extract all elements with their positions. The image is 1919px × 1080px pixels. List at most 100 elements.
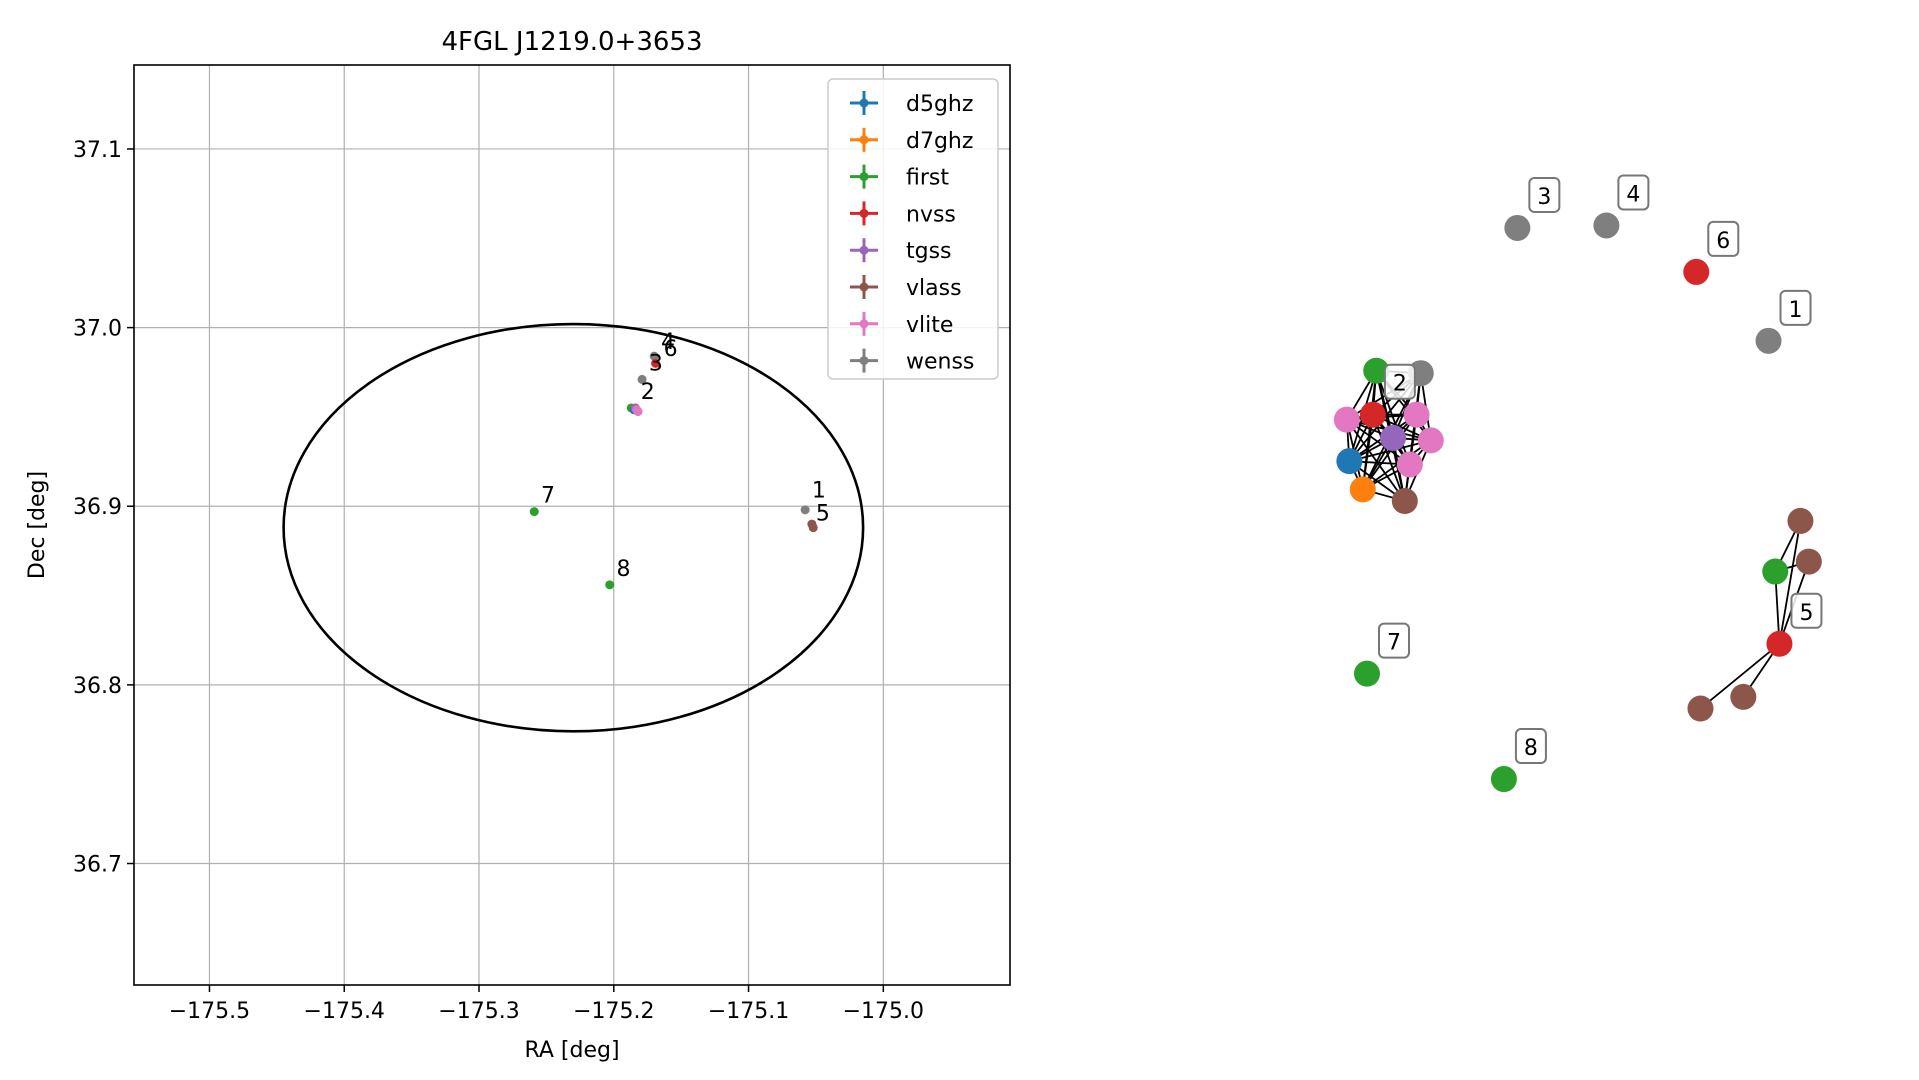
- graph-node-label-text: 4: [1626, 182, 1640, 207]
- graph-node-label-text: 1: [1789, 298, 1803, 323]
- legend-label: d7ghz: [906, 129, 973, 154]
- legend-label: vlite: [906, 313, 953, 338]
- graph-node-label-box: [1779, 289, 1812, 326]
- graph-node: [1593, 212, 1620, 239]
- graph-node: [1490, 766, 1517, 793]
- graph-node: [1403, 401, 1430, 428]
- graph-node-label-box: [1617, 174, 1650, 211]
- point-label: 1: [812, 478, 826, 503]
- x-tick-label: −175.0: [843, 999, 924, 1024]
- legend-marker-dot: [859, 172, 869, 182]
- y-tick-label: 36.7: [73, 853, 122, 878]
- legend-label: tgss: [906, 239, 952, 264]
- graph-node: [1766, 630, 1793, 657]
- x-axis-ticks: −175.5 −175.4 −175.3 −175.2 −175.1 −175.0: [169, 985, 924, 1024]
- graph-edge: [1372, 414, 1406, 502]
- data-points: [529, 351, 818, 590]
- point-label: 5: [816, 502, 830, 527]
- localization-ellipse: [282, 322, 865, 733]
- point-label: 3: [649, 351, 663, 376]
- legend-label: d5ghz: [906, 92, 973, 117]
- y-tick-label: 37.0: [73, 317, 122, 342]
- legend-marker-dot: [859, 98, 869, 108]
- graph-node: [1730, 683, 1757, 710]
- graph-node-label-box: [1514, 728, 1547, 765]
- point-label: 8: [616, 557, 630, 582]
- point-label: 4: [661, 330, 675, 355]
- graph-node: [1333, 406, 1360, 433]
- point-label: 6: [664, 337, 678, 362]
- data-point: [633, 407, 643, 417]
- graph-node-label-text: 5: [1799, 601, 1813, 626]
- graph-node-label-box: [1707, 220, 1740, 257]
- x-axis-label: RA [deg]: [524, 1038, 619, 1063]
- graph-node: [1787, 507, 1814, 534]
- graph-node-label-text: 3: [1537, 185, 1551, 210]
- graph-node-label-text: 7: [1387, 631, 1401, 656]
- graph-node: [1354, 660, 1380, 687]
- y-tick-label: 37.1: [73, 138, 122, 163]
- graph-edge: [1778, 520, 1802, 644]
- legend-label: vlass: [906, 276, 962, 301]
- legend-marker-dot: [859, 356, 869, 366]
- graph-node: [1755, 327, 1782, 354]
- graph-node: [1336, 448, 1363, 475]
- graph-node: [1363, 357, 1390, 384]
- x-tick-label: −175.2: [573, 999, 654, 1024]
- graph-node: [1687, 695, 1714, 722]
- graph-edge: [1362, 439, 1432, 491]
- point-labels: 15 7 8 2 346: [541, 330, 830, 582]
- legend-marker-dot: [859, 135, 869, 145]
- x-tick-label: −175.3: [438, 999, 519, 1024]
- point-label: 7: [541, 484, 555, 509]
- graph-node: [1349, 476, 1376, 503]
- graph-node-label: 5: [1790, 592, 1823, 629]
- graph-node-label-box: [1378, 622, 1410, 659]
- graph-node-label-box: [1383, 363, 1416, 400]
- x-tick-label: −175.1: [708, 999, 789, 1024]
- data-point: [807, 519, 817, 529]
- error-ellipse: [282, 322, 865, 733]
- graph-node-label: 3: [1528, 176, 1561, 213]
- graph-node-label-box: [1528, 176, 1561, 213]
- data-point: [649, 351, 659, 361]
- x-tick-label: −175.4: [304, 999, 385, 1024]
- data-point: [637, 374, 647, 384]
- graph-node: [1417, 427, 1444, 454]
- graph-node-label: 7: [1378, 622, 1410, 659]
- legend-label: first: [906, 166, 949, 191]
- graph-node-label: 1: [1779, 289, 1812, 326]
- graph-node: [1380, 424, 1407, 451]
- data-point: [529, 507, 539, 517]
- graph-node: [1504, 214, 1531, 241]
- graph-node-label-box: [1790, 592, 1823, 629]
- data-point: [605, 580, 615, 590]
- legend-label: wenss: [906, 350, 974, 375]
- graph-node: [1391, 488, 1418, 515]
- legend-marker-dot: [859, 208, 869, 218]
- legend-marker-dot: [859, 282, 869, 292]
- graph-node-label-text: 8: [1524, 736, 1538, 761]
- graph-nodes: [1333, 212, 1822, 793]
- graph-node-labels: 1 3 4 6 7 8 2 5: [1378, 174, 1823, 765]
- graph-edge: [1375, 370, 1411, 465]
- y-tick-label: 36.8: [73, 674, 122, 699]
- y-tick-label: 36.9: [73, 495, 122, 520]
- legend-marker-dot: [859, 245, 869, 255]
- graph-node-label: 6: [1707, 220, 1740, 257]
- plot-frame: [133, 64, 1011, 986]
- graph-node-label: 2: [1383, 363, 1416, 400]
- graph-edge: [1349, 439, 1432, 463]
- chart-title: 4FGL J1219.0+3653: [442, 27, 703, 57]
- graph-node-label: 4: [1617, 174, 1650, 211]
- graph-edge: [1699, 643, 1781, 710]
- graph-node-label: 8: [1514, 728, 1547, 765]
- legend-marker-dot: [859, 319, 869, 329]
- legend: d5ghz d7ghz first nvss tgss vlass vlite wenss: [827, 78, 999, 380]
- graph-node: [1795, 548, 1822, 575]
- x-tick-label: −175.5: [169, 999, 250, 1024]
- graph-node-label-text: 2: [1393, 372, 1407, 397]
- graph-node: [1396, 451, 1423, 478]
- data-point: [800, 505, 810, 515]
